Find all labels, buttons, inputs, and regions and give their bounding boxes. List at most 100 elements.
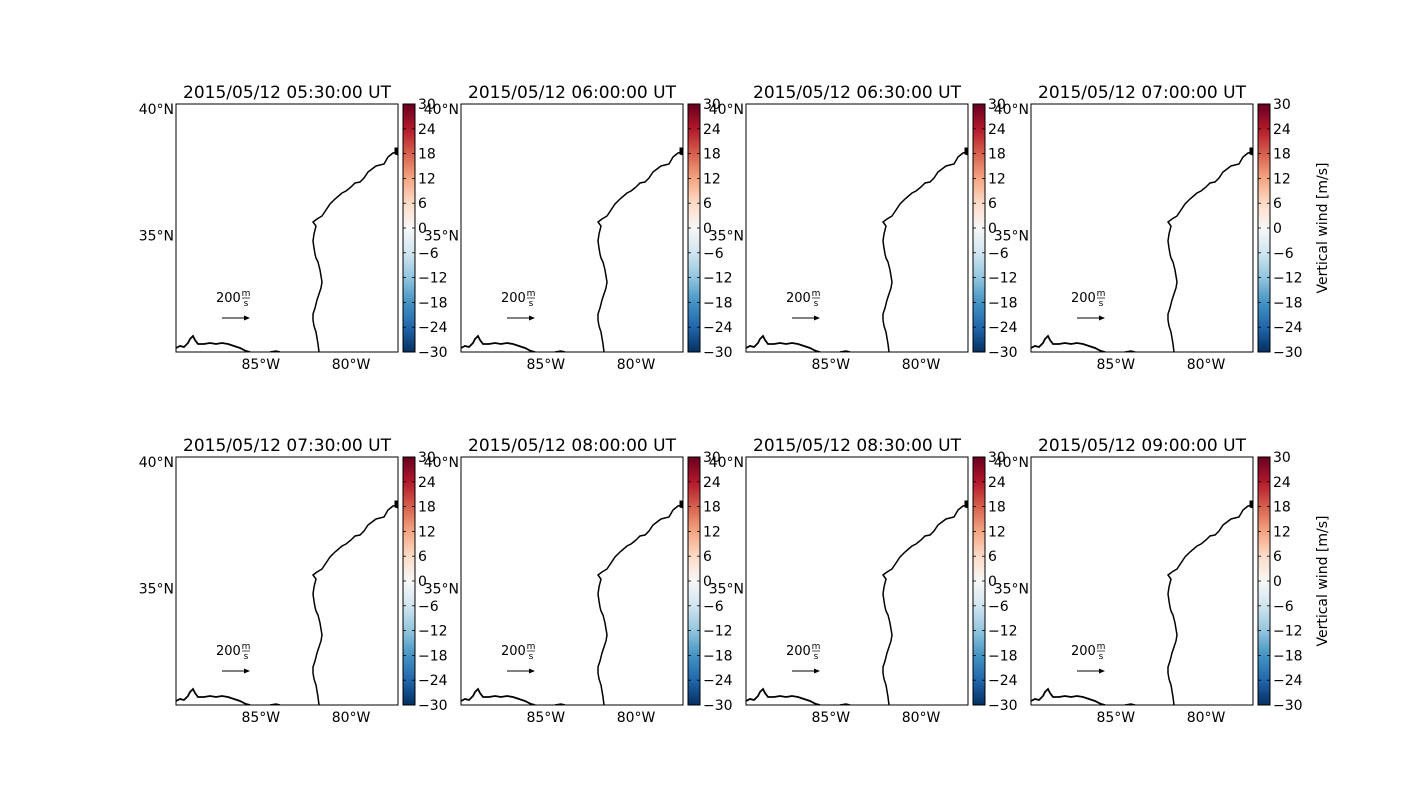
- colorbar-tick-label: 24: [1273, 122, 1291, 138]
- reference-vector-unit-den: s: [244, 652, 249, 662]
- lat-tick-label: 35°N: [709, 229, 744, 245]
- colorbar-tick-label: −6: [703, 599, 724, 615]
- lon-tick-label: 80°W: [332, 710, 371, 726]
- coastline-edge: [679, 500, 683, 509]
- reference-vector-unit-den: s: [529, 299, 534, 309]
- colorbar-tick-label: −18: [1273, 295, 1303, 311]
- colorbar-tick-label: −18: [703, 295, 733, 311]
- lat-tick-label: 40°N: [994, 455, 1029, 471]
- lat-tick-label: 35°N: [139, 229, 174, 245]
- colorbar-label: Vertical wind [m/s]: [1315, 163, 1331, 294]
- map-panel: 2015/05/12 06:30:00 UT 40°N 35°N 85°W 80°W 20…: [709, 83, 1046, 373]
- lon-tick-label: 85°W: [1096, 710, 1135, 726]
- reference-vector-value: 200: [786, 291, 811, 306]
- colorbar-tick-label: −18: [418, 295, 448, 311]
- colorbar-tick-label: −24: [1273, 673, 1303, 689]
- lat-tick-label: 35°N: [424, 582, 459, 598]
- colorbar-tick-label: 12: [418, 171, 436, 187]
- lon-tick-label: 85°W: [811, 357, 850, 373]
- map-frame: [1030, 103, 1254, 353]
- reference-arrow-head: [814, 668, 820, 674]
- coastline-gulf-east: [554, 350, 566, 352]
- colorbar-tick-label: −24: [1273, 320, 1303, 336]
- lon-tick-label: 80°W: [1187, 710, 1226, 726]
- colorbar-tick-label: 18: [418, 500, 436, 516]
- colorbar-tick-label: 6: [703, 549, 712, 565]
- colorbar-tick-label: −30: [1273, 698, 1303, 714]
- reference-vector-unit-num: m: [812, 289, 821, 299]
- map-frame: [460, 456, 684, 706]
- panel-title: 2015/05/12 06:00:00 UT: [468, 83, 677, 103]
- coastline-gulf: [461, 687, 536, 705]
- coastline-atlantic: [311, 151, 398, 352]
- coastline-gulf: [461, 334, 536, 352]
- lat-tick-label: 35°N: [994, 582, 1029, 598]
- reference-vector-value: 200: [1071, 644, 1096, 659]
- lat-tick-label: 40°N: [424, 455, 459, 471]
- lat-tick-label: 35°N: [994, 229, 1029, 245]
- lon-tick-label: 85°W: [241, 710, 280, 726]
- colorbar-tick-label: 6: [1273, 549, 1282, 565]
- colorbar-tick-label: 30: [418, 97, 436, 113]
- map-panel: 2015/05/12 05:30:00 UT 40°N 35°N 85°W 80°W 20…: [139, 83, 476, 373]
- colorbar-tick-label: 24: [988, 122, 1006, 138]
- reference-arrow-head: [244, 668, 250, 674]
- reference-vector-unit-num: m: [527, 289, 536, 299]
- coastline: [1031, 500, 1253, 705]
- lon-tick-label: 85°W: [811, 710, 850, 726]
- map-panel: 2015/05/12 08:00:00 UT 40°N 35°N 85°W 80°W 20…: [424, 436, 761, 726]
- lon-tick-label: 80°W: [617, 357, 656, 373]
- colorbar-tick-label: −30: [703, 345, 733, 361]
- coastline-atlantic: [1166, 504, 1253, 705]
- colorbar-tick-label: 24: [1273, 475, 1291, 491]
- reference-vector-unit-num: m: [527, 642, 536, 652]
- reference-vector-value: 200: [501, 644, 526, 659]
- reference-vector-unit-num: m: [1097, 289, 1106, 299]
- reference-vector-unit-den: s: [814, 652, 819, 662]
- lon-tick-label: 85°W: [526, 710, 565, 726]
- colorbar-tick-label: −6: [418, 599, 439, 615]
- colorbar-tick-label: 0: [703, 221, 712, 237]
- map-panel: 2015/05/12 08:30:00 UT 40°N 35°N 85°W 80°W 20…: [709, 436, 1046, 726]
- coastline-gulf-east: [839, 350, 851, 352]
- colorbar-tick-label: 24: [418, 475, 436, 491]
- coastline-gulf: [746, 334, 821, 352]
- coastline: [176, 500, 398, 705]
- colorbar-tick-label: −30: [1273, 345, 1303, 361]
- colorbar-tick-label: −30: [988, 345, 1018, 361]
- coastline: [746, 500, 968, 705]
- map-frame: [745, 456, 969, 706]
- colorbar-tick-label: 18: [703, 147, 721, 163]
- colorbar-label: Vertical wind [m/s]: [1315, 516, 1331, 647]
- map-frame: [1030, 456, 1254, 706]
- colorbar-tick-label: 6: [988, 549, 997, 565]
- colorbar-tick-label: −6: [988, 246, 1009, 262]
- lon-tick-label: 80°W: [617, 710, 656, 726]
- reference-vector-unit-num: m: [1097, 642, 1106, 652]
- colorbar-tick-label: −18: [418, 648, 448, 664]
- colorbar-tick-label: −12: [418, 271, 448, 287]
- colorbar-tick-label: 24: [988, 475, 1006, 491]
- map-frame: [175, 103, 399, 353]
- lon-tick-label: 85°W: [526, 357, 565, 373]
- colorbar-tick-label: −18: [1273, 648, 1303, 664]
- coastline-edge: [394, 147, 398, 156]
- colorbar-tick-label: −30: [988, 698, 1018, 714]
- coastline: [746, 147, 968, 352]
- colorbar-tick-label: 0: [418, 574, 427, 590]
- lat-tick-label: 35°N: [139, 582, 174, 598]
- reference-vector-unit-num: m: [812, 642, 821, 652]
- panel-title: 2015/05/12 07:30:00 UT: [183, 436, 392, 456]
- colorbar-tick-label: −6: [1273, 246, 1294, 262]
- colorbar-tick-label: 6: [418, 196, 427, 212]
- coastline-gulf-east: [269, 703, 281, 705]
- panel-title: 2015/05/12 05:30:00 UT: [183, 83, 392, 103]
- coastline-edge: [1249, 147, 1253, 156]
- colorbar-tick-label: −24: [988, 673, 1018, 689]
- lon-tick-label: 80°W: [1187, 357, 1226, 373]
- map-frame: [745, 103, 969, 353]
- coastline-atlantic: [596, 504, 683, 705]
- colorbar-tick-label: 0: [1273, 221, 1282, 237]
- colorbar-tick-label: 12: [703, 171, 721, 187]
